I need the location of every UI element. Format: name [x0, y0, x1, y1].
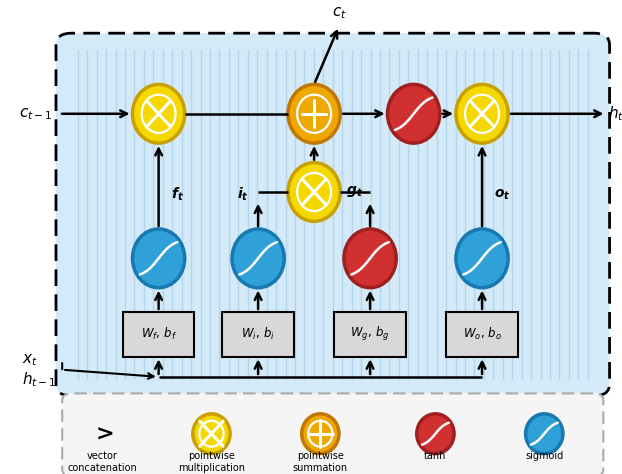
- Text: $\boldsymbol{>}$: $\boldsymbol{>}$: [91, 424, 114, 444]
- Ellipse shape: [132, 229, 185, 288]
- Text: $c_{t-1}$: $c_{t-1}$: [19, 106, 52, 122]
- Text: $\bfit{o}_t$: $\bfit{o}_t$: [494, 187, 511, 201]
- Text: $c_t$: $c_t$: [332, 6, 346, 21]
- FancyBboxPatch shape: [447, 312, 518, 357]
- Text: vector
concatenation: vector concatenation: [68, 451, 137, 473]
- Ellipse shape: [417, 414, 454, 454]
- Text: Fig. 1.  The internal structure of the considered LSTM layer.: Fig. 1. The internal structure of the co…: [126, 460, 496, 473]
- Text: $W_g,\,b_g$: $W_g,\,b_g$: [350, 325, 390, 343]
- Ellipse shape: [388, 84, 440, 143]
- FancyBboxPatch shape: [223, 312, 294, 357]
- Ellipse shape: [456, 229, 508, 288]
- Ellipse shape: [526, 414, 563, 454]
- Text: $\bfit{f}_t$: $\bfit{f}_t$: [171, 186, 184, 203]
- Text: sigmoid: sigmoid: [525, 451, 564, 461]
- Text: tanh: tanh: [424, 451, 447, 461]
- Ellipse shape: [288, 163, 340, 221]
- Ellipse shape: [288, 84, 340, 143]
- FancyBboxPatch shape: [123, 312, 194, 357]
- FancyBboxPatch shape: [335, 312, 406, 357]
- Ellipse shape: [344, 229, 396, 288]
- Text: $h_{t-1}$: $h_{t-1}$: [22, 370, 57, 389]
- Text: $h_t$: $h_t$: [608, 104, 622, 123]
- Ellipse shape: [232, 229, 284, 288]
- Text: $W_i,\,b_i$: $W_i,\,b_i$: [241, 326, 275, 342]
- Text: $W_f,\,b_f$: $W_f,\,b_f$: [141, 326, 177, 342]
- FancyBboxPatch shape: [62, 393, 603, 474]
- Ellipse shape: [302, 414, 339, 454]
- Ellipse shape: [193, 414, 230, 454]
- FancyBboxPatch shape: [56, 33, 610, 396]
- Ellipse shape: [456, 84, 508, 143]
- Text: pointwise
summation: pointwise summation: [293, 451, 348, 473]
- Text: $\bfit{g}_t$: $\bfit{g}_t$: [346, 184, 363, 200]
- Text: $W_o,\,b_o$: $W_o,\,b_o$: [463, 326, 501, 342]
- Ellipse shape: [132, 84, 185, 143]
- Text: $x_t$: $x_t$: [22, 352, 38, 368]
- Text: $\bfit{i}_t$: $\bfit{i}_t$: [237, 186, 249, 203]
- Text: pointwise
multiplication: pointwise multiplication: [178, 451, 245, 473]
